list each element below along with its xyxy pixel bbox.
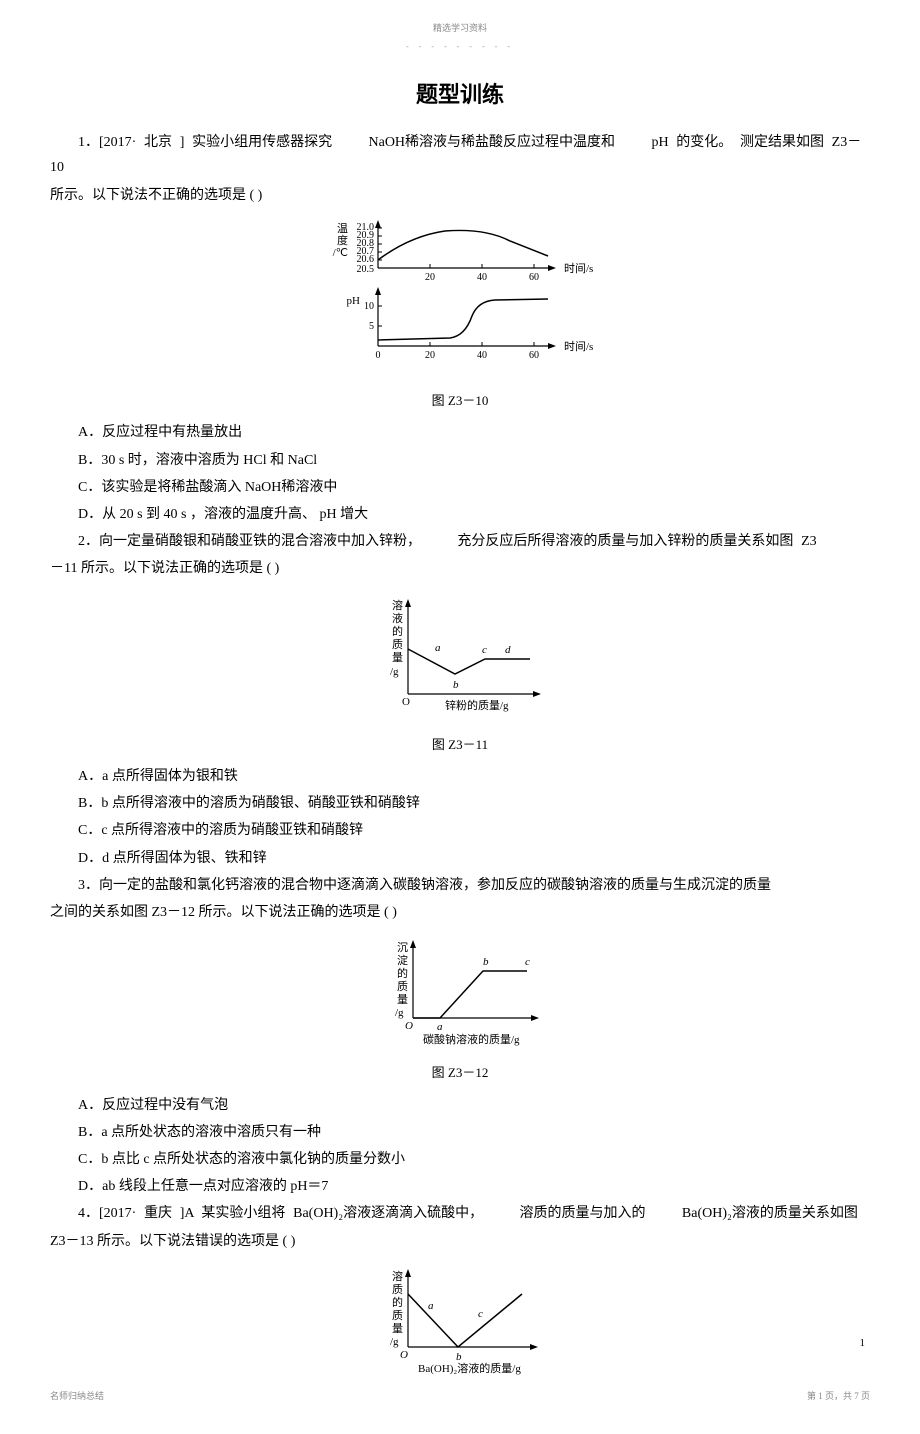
q3-line1: 3．向一定的盐酸和氯化钙溶液的混合物中逐滴滴入碳酸钠溶液，参加反应的碳酸钠溶液的… (50, 873, 870, 898)
doc-header-dots: - - - - - - - - - (50, 40, 870, 54)
fig3-y5: 量 (397, 993, 408, 1006)
fig4-y2: 质 (392, 1283, 403, 1296)
q1-opt-d: D．从 20 s 到 40 s ，溶液的温度升高、 pH 增大 (50, 502, 870, 527)
fig2-y6: /g (390, 666, 399, 678)
tick-x60-1: 60 (529, 272, 539, 283)
q3-opt-d: D．ab 线段上任意一点对应溶液的 pH＝7 (50, 1174, 870, 1199)
tick-x20-1: 20 (425, 272, 435, 283)
q2-stem: 2．向一定量硝酸银和硝酸亚铁的混合溶液中加入锌粉， 充分反应后所得溶液的质量与加… (50, 529, 870, 554)
q1-stem: 1．[2017· 北京 ] 实验小组用传感器探究 NaOH稀溶液与稀盐酸反应过程… (50, 130, 870, 180)
fig3-y6: /g (395, 1007, 404, 1019)
figure-z3-12: 沉 淀 的 质 量 /g O a b c 碳酸钠溶液的质量/g 图 Z3－12 (50, 933, 870, 1085)
fig2-pt-c: c (482, 644, 487, 656)
footer-right: 第 1 页，共 7 页 (807, 1388, 870, 1404)
fig2-y2: 液 (392, 611, 403, 625)
fig1-caption: 图 Z3－10 (50, 389, 870, 412)
q3-line2: 之间的关系如图 Z3－12 所示。以下说法正确的选项是 ( ) (50, 900, 870, 925)
chart-solute: 溶 质 的 质 量 /g O a b c Ba(OH)₂溶液的质量/g (360, 1262, 560, 1377)
temp-axis-label-2: 度 (337, 233, 348, 247)
fig3-y2: 淀 (397, 953, 408, 967)
q4-line2: Z3－13 所示。以下说法错误的选项是 ( ) (50, 1229, 870, 1254)
q2-line2: －11 所示。以下说法正确的选项是 ( ) (50, 556, 870, 581)
q1-line2: 所示。以下说法不正确的选项是 ( ) (50, 183, 870, 208)
page-footer: 名师归纳总结 第 1 页，共 7 页 (50, 1388, 870, 1404)
q4-part2: 溶质的质量与加入的 (520, 1206, 646, 1221)
fig3-xlabel: 碳酸钠溶液的质量/g (423, 1032, 520, 1046)
ph-axis-label: pH (347, 295, 361, 307)
figure-z3-13: 溶 质 的 质 量 /g O a b c Ba(OH)₂溶液的质量/g (50, 1262, 870, 1386)
q2-opt-b: B．b 点所得溶液中的溶质为硝酸银、硝酸亚铁和硝酸锌 (50, 791, 870, 816)
fig2-y1: 溶 (392, 598, 403, 612)
fig4-y4: 质 (392, 1309, 403, 1322)
q1-opt-c: C．该实验是将稀盐酸滴入 NaOH稀溶液中 (50, 475, 870, 500)
tick-x20-2: 20 (425, 350, 435, 361)
fig3-y4: 质 (397, 980, 408, 993)
fig3-caption: 图 Z3－12 (50, 1061, 870, 1084)
temp-axis-label-1: 温 (337, 222, 348, 235)
fig3-y1: 沉 (397, 941, 408, 954)
fig4-y1: 溶 (392, 1269, 403, 1283)
fig3-pt-a: a (437, 1021, 443, 1033)
fig3-y3: 的 (397, 966, 408, 980)
q1-opt-b: B．30 s 时，溶液中溶质为 HCl 和 NaCl (50, 448, 870, 473)
temp-axis-label-3: /℃ (333, 247, 348, 259)
fig2-pt-a: a (435, 642, 441, 654)
doc-header-label: 精选学习资料 (50, 20, 870, 36)
time-label-1: 时间/s (564, 262, 593, 275)
fig2-y3: 的 (392, 624, 403, 638)
fig4-origin: O (400, 1349, 408, 1361)
fig3-pt-b: b (483, 956, 489, 968)
q4-part3: Ba(OH)₂溶液的质量关系如图 (682, 1206, 858, 1221)
tick-ph10: 10 (364, 301, 374, 312)
q2-opt-a: A．a 点所得固体为银和铁 (50, 764, 870, 789)
tick-x60-2: 60 (529, 350, 539, 361)
q1-opt-a: A．反应过程中有热量放出 (50, 420, 870, 445)
chart-solution-mass: 溶 液 的 质 量 /g O a b c d 锌粉的质量/g (360, 589, 560, 719)
fig4-y6: /g (390, 1336, 399, 1348)
q4-part1: 4．[2017· 重庆 ]A 某实验小组将 Ba(OH)₂溶液逐滴滴入硫酸中， (78, 1206, 483, 1221)
fig2-y5: 量 (392, 651, 403, 664)
time-label-2: 时间/s (564, 340, 593, 353)
q2-part2: 充分反应后所得溶液的质量与加入锌粉的质量关系如图 Z3 (457, 534, 816, 549)
fig2-pt-d: d (505, 644, 511, 656)
fig4-y3: 的 (392, 1295, 403, 1309)
figure-z3-11: 溶 液 的 质 量 /g O a b c d 锌粉的质量/g 图 Z3－11 (50, 589, 870, 756)
fig2-xlabel: 锌粉的质量/g (445, 698, 509, 712)
q2-opt-c: C．c 点所得溶液中的溶质为硝酸亚铁和硝酸锌 (50, 818, 870, 843)
tick-ph5: 5 (369, 321, 374, 332)
page-number-small: 1 (860, 1334, 866, 1354)
q3-opt-c: C．b 点比 c 点所处状态的溶液中氯化钠的质量分数小 (50, 1147, 870, 1172)
fig3-origin: O (405, 1020, 413, 1032)
fig3-pt-c: c (525, 956, 530, 968)
tick-205: 20.5 (357, 264, 375, 275)
fig4-pt-b: b (456, 1351, 462, 1363)
tick-x40-1: 40 (477, 272, 487, 283)
q2-opt-d: D．d 点所得固体为银、铁和锌 (50, 846, 870, 871)
figure-z3-10: 温 度 /℃ 21.0 20.9 20.8 20.7 20.6 20.5 20 … (50, 216, 870, 413)
q3-opt-a: A．反应过程中没有气泡 (50, 1093, 870, 1118)
chart-temp-ph: 温 度 /℃ 21.0 20.9 20.8 20.7 20.6 20.5 20 … (300, 216, 620, 376)
q2-part1: 2．向一定量硝酸银和硝酸亚铁的混合溶液中加入锌粉， (78, 534, 421, 549)
fig2-y4: 质 (392, 638, 403, 651)
fig4-xlabel: Ba(OH)₂溶液的质量/g (418, 1361, 521, 1375)
q1-part2: NaOH稀溶液与稀盐酸反应过程中温度和 (369, 135, 616, 150)
page-title: 题型训练 (50, 75, 870, 115)
q4-stem: 4．[2017· 重庆 ]A 某实验小组将 Ba(OH)₂溶液逐滴滴入硫酸中， … (50, 1201, 870, 1226)
chart-precipitate: 沉 淀 的 质 量 /g O a b c 碳酸钠溶液的质量/g (365, 933, 555, 1048)
fig2-pt-b: b (453, 679, 459, 691)
fig2-origin: O (402, 696, 410, 708)
tick-x40-2: 40 (477, 350, 487, 361)
fig4-pt-c: c (478, 1308, 483, 1320)
fig4-pt-a: a (428, 1300, 434, 1312)
q1-part1: 1．[2017· 北京 ] 实验小组用传感器探究 (78, 135, 332, 150)
fig4-y5: 量 (392, 1322, 403, 1335)
footer-left: 名师归纳总结 (50, 1388, 104, 1404)
fig2-caption: 图 Z3－11 (50, 733, 870, 756)
q3-opt-b: B．a 点所处状态的溶液中溶质只有一种 (50, 1120, 870, 1145)
tick-x0-2: 0 (376, 350, 381, 361)
